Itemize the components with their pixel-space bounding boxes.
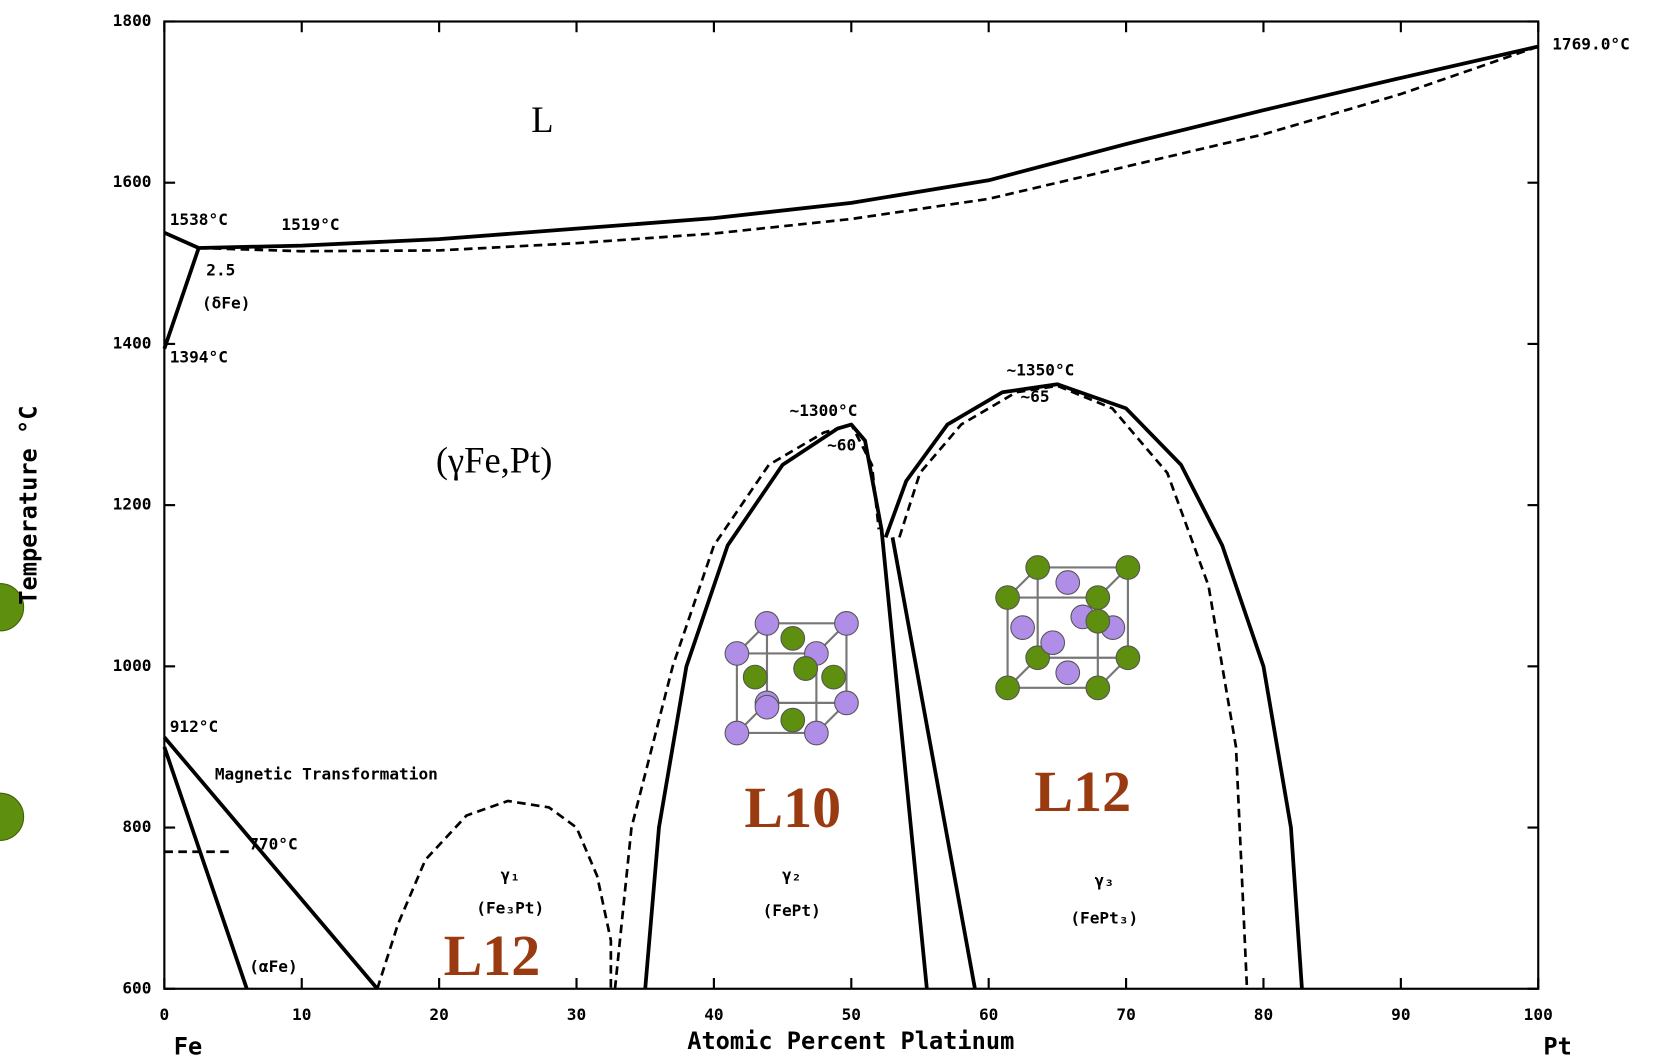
bullet	[0, 792, 25, 841]
annotation: 770°C	[249, 834, 297, 853]
y-tick-label: 800	[122, 817, 151, 836]
annotation: γ₁	[501, 865, 520, 884]
atom	[1115, 555, 1141, 580]
atom	[1040, 630, 1066, 656]
atom	[1055, 660, 1081, 686]
x-tick-label: 90	[1391, 1005, 1410, 1024]
atom	[793, 656, 818, 681]
phase-boundary	[163, 44, 1539, 250]
atom	[1055, 570, 1081, 595]
annotation: γ₂	[782, 865, 801, 884]
annotation: 1394°C	[170, 347, 228, 366]
annotation: (αFe)	[249, 957, 297, 976]
atom	[1025, 645, 1051, 671]
annotation: ~1350°C	[1007, 360, 1075, 379]
annotation: γ₃	[1095, 871, 1114, 890]
x-tick-label: 10	[292, 1005, 311, 1024]
unit-cell	[995, 555, 1141, 701]
atom	[754, 610, 780, 636]
annotation: ~60	[827, 436, 856, 455]
phase-boundary	[162, 247, 201, 350]
atom	[834, 610, 859, 636]
x-end-label: Pt	[1543, 1032, 1571, 1060]
x-end-label: Fe	[174, 1032, 202, 1060]
x-tick-label: 0	[160, 1005, 170, 1024]
phase-boundary	[613, 423, 881, 989]
phase-boundary	[376, 799, 613, 990]
phase-boundary	[890, 537, 977, 990]
atom	[1085, 675, 1111, 701]
atom	[754, 694, 780, 720]
annotation: (Fe₃Pt)	[476, 899, 544, 918]
y-tick-label: 1000	[113, 656, 152, 675]
annotation: (γFe,Pt)	[436, 440, 553, 481]
y-tick-label: 1800	[113, 11, 152, 30]
x-tick-label: 50	[842, 1005, 861, 1024]
structure-label: L12	[444, 923, 541, 988]
annotation: L	[531, 99, 553, 140]
annotation: (FePt₃)	[1070, 908, 1138, 927]
atom	[804, 720, 829, 746]
annotation: 912°C	[170, 717, 218, 736]
annotation: 2.5	[206, 260, 235, 279]
x-tick-label: 100	[1524, 1005, 1553, 1024]
atom	[1085, 608, 1111, 634]
atom	[1085, 585, 1111, 610]
y-axis-label: Temperature °C	[15, 406, 43, 605]
atom	[821, 664, 846, 690]
structure-label: L10	[744, 775, 841, 840]
atom	[995, 585, 1020, 610]
y-tick-label: 600	[122, 978, 151, 997]
atom	[742, 664, 768, 690]
x-tick-label: 60	[979, 1005, 998, 1024]
bullet	[0, 583, 25, 632]
y-tick-label: 1200	[113, 495, 152, 514]
y-tick-label: 1600	[113, 172, 152, 191]
x-tick-label: 20	[429, 1005, 448, 1024]
annotation: (δFe)	[202, 294, 250, 313]
annotation: 1538°C	[170, 210, 228, 229]
annotation: 1519°C	[281, 215, 339, 234]
atom	[780, 707, 806, 733]
x-tick-label: 70	[1116, 1005, 1135, 1024]
atom	[1115, 645, 1141, 671]
phase-boundary	[643, 422, 929, 989]
atom	[724, 641, 750, 666]
annotation: ~65	[1020, 387, 1049, 406]
x-axis-label: Atomic Percent Platinum	[687, 1027, 1014, 1055]
atom	[1010, 615, 1035, 641]
x-tick-label: 80	[1254, 1005, 1273, 1024]
phase-boundary	[898, 384, 1249, 989]
x-tick-label: 40	[704, 1005, 723, 1024]
atom	[834, 690, 859, 716]
phase-boundary	[162, 736, 379, 990]
annotation: Magnetic Transformation	[215, 764, 438, 783]
plot-frame	[163, 20, 1540, 990]
annotation: ~1300°C	[790, 401, 858, 420]
unit-cell	[724, 610, 859, 746]
x-tick-label: 30	[567, 1005, 586, 1024]
atom	[995, 675, 1020, 701]
y-tick-label: 1400	[113, 333, 152, 352]
phase-boundary	[198, 45, 1539, 253]
annotation: 1769.0°C	[1552, 35, 1630, 54]
phase-boundary	[162, 746, 249, 990]
structure-label: L12	[1034, 759, 1131, 824]
phase-boundary	[883, 382, 1304, 989]
atom	[780, 626, 806, 651]
atom	[1025, 555, 1051, 580]
annotation: (FePt)	[763, 901, 821, 920]
atom	[724, 720, 750, 746]
